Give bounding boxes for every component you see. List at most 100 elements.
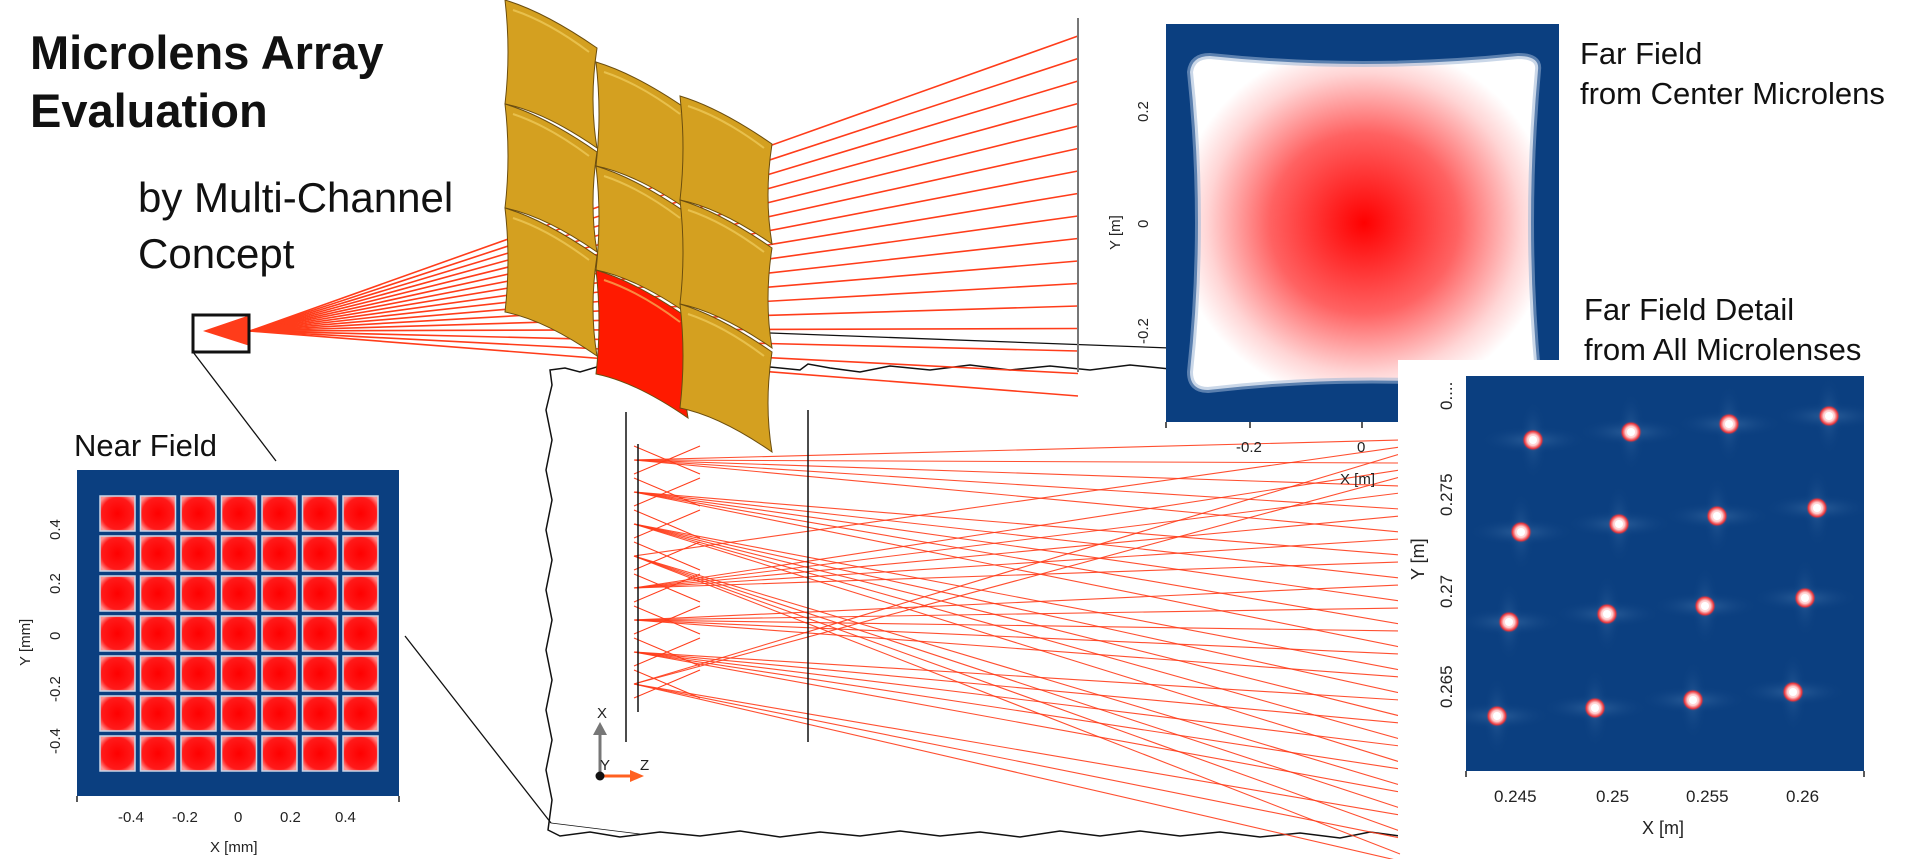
zoom-panel: X Y Z xyxy=(545,363,1401,862)
near-field-cell xyxy=(180,535,217,572)
ray xyxy=(633,523,1401,763)
near-field-plot: -0.4 -0.2 0 0.2 0.4 X [mm] 0.4 0.2 0 -0.… xyxy=(17,470,400,856)
ray xyxy=(633,555,1401,786)
far-field-y-tick: 0.2 xyxy=(1135,101,1152,122)
far-field-intensity xyxy=(1190,56,1539,390)
ray xyxy=(633,492,1401,589)
ray xyxy=(633,491,1401,625)
ray xyxy=(633,651,1401,793)
title-line-2: Evaluation xyxy=(30,84,268,137)
detail-y-tick: 0.... xyxy=(1437,382,1456,410)
source-selection-box xyxy=(191,313,251,354)
near-field-cell xyxy=(342,695,379,732)
near-field-cell xyxy=(180,615,217,652)
near-field-cell xyxy=(301,535,339,572)
microlens-highlight xyxy=(687,209,765,253)
focal-spot-core xyxy=(1529,436,1537,444)
source-ray-cone xyxy=(203,315,250,346)
detail-y-tick: 0.265 xyxy=(1437,665,1456,708)
near-field-cell xyxy=(180,495,217,532)
ray xyxy=(633,607,1401,621)
ray xyxy=(633,469,1401,589)
near-field-cell xyxy=(261,695,298,732)
subtitle-line-1: by Multi-Channel xyxy=(138,174,454,221)
focal-spot-grid xyxy=(1466,376,1864,756)
near-field-cell xyxy=(220,735,258,772)
near-field-cell xyxy=(301,615,339,652)
ray xyxy=(633,523,1401,671)
ray xyxy=(633,523,1401,694)
near-field-cell xyxy=(220,535,258,572)
near-field-cell xyxy=(99,695,136,732)
microlens-highlight xyxy=(603,175,681,219)
far-field-y-tick: 0 xyxy=(1135,220,1152,228)
ray xyxy=(633,561,1401,589)
detail-y-tick: 0.275 xyxy=(1437,473,1456,516)
ray xyxy=(633,509,701,539)
ray xyxy=(633,491,1401,602)
zoom-connector-line xyxy=(404,635,552,824)
ray xyxy=(633,651,1401,770)
near-field-x-tick: -0.4 xyxy=(118,809,144,826)
far-field-y-axis-label: Y [m] xyxy=(1107,215,1124,250)
ray xyxy=(633,459,1401,464)
ray xyxy=(633,637,701,667)
zoom-edge xyxy=(550,822,641,835)
far-field-x-tick: -0.2 xyxy=(1236,439,1262,456)
near-field-x-tick: -0.2 xyxy=(172,809,198,826)
ray xyxy=(633,453,1401,685)
far-field-detail-label-line-1: Far Field Detail xyxy=(1584,292,1795,327)
near-field-x-axis-label: X [mm] xyxy=(210,839,258,856)
far-field-y-tick: -0.2 xyxy=(1135,318,1152,344)
ray xyxy=(633,439,1401,461)
ray xyxy=(633,445,701,475)
near-field-connector-line xyxy=(192,351,277,462)
near-field-y-axis-label: Y [mm] xyxy=(17,619,34,666)
near-field-y-tick: -0.2 xyxy=(47,676,64,702)
ray xyxy=(633,573,701,603)
near-field-cell xyxy=(139,695,177,732)
near-field-cell xyxy=(99,535,136,572)
microlens-highlight xyxy=(603,71,681,115)
ray xyxy=(633,651,1401,701)
focal-spot-core xyxy=(1689,696,1697,704)
near-field-cell xyxy=(220,575,258,612)
near-field-cell xyxy=(139,575,177,612)
ray xyxy=(633,584,1401,621)
near-field-cell xyxy=(261,575,298,612)
microlens xyxy=(679,199,773,350)
ray xyxy=(633,538,1401,589)
far-field-label: Far Field from Center Microlens xyxy=(1580,34,1885,114)
ray xyxy=(633,669,701,699)
ray xyxy=(633,651,1401,724)
far-field-label-line-2: from Center Microlens xyxy=(1580,76,1885,111)
focal-spot-core xyxy=(1493,712,1501,720)
far-field-connector-line xyxy=(769,332,1171,349)
focal-spot-core xyxy=(1505,618,1513,626)
focal-spot-core xyxy=(1517,528,1525,536)
near-field-label: Near Field xyxy=(74,428,217,463)
ray xyxy=(633,619,1401,678)
near-field-cell xyxy=(342,655,379,692)
near-field-cell xyxy=(301,735,339,772)
far-field-x-tick: 0 xyxy=(1357,439,1365,456)
ray xyxy=(633,523,1401,717)
microlens xyxy=(504,0,598,150)
far-field-label-line-1: Far Field xyxy=(1580,36,1703,71)
near-field-x-tick: 0.4 xyxy=(335,809,356,826)
near-field-cell xyxy=(99,495,136,532)
highlighted-microlens xyxy=(595,269,689,420)
near-field-cell xyxy=(342,535,379,572)
near-field-x-tick: 0 xyxy=(234,809,242,826)
far-field-x-axis-label: X [m] xyxy=(1340,471,1375,488)
microlens-highlight xyxy=(512,113,590,157)
ray xyxy=(633,651,1401,747)
microlens-highlight xyxy=(687,313,765,357)
ray xyxy=(633,541,701,571)
near-field-cell xyxy=(139,535,177,572)
focal-spot-core xyxy=(1615,520,1623,528)
focal-spot-core xyxy=(1591,704,1599,712)
focal-spot-core xyxy=(1603,610,1611,618)
near-field-y-tick: -0.4 xyxy=(47,728,64,754)
